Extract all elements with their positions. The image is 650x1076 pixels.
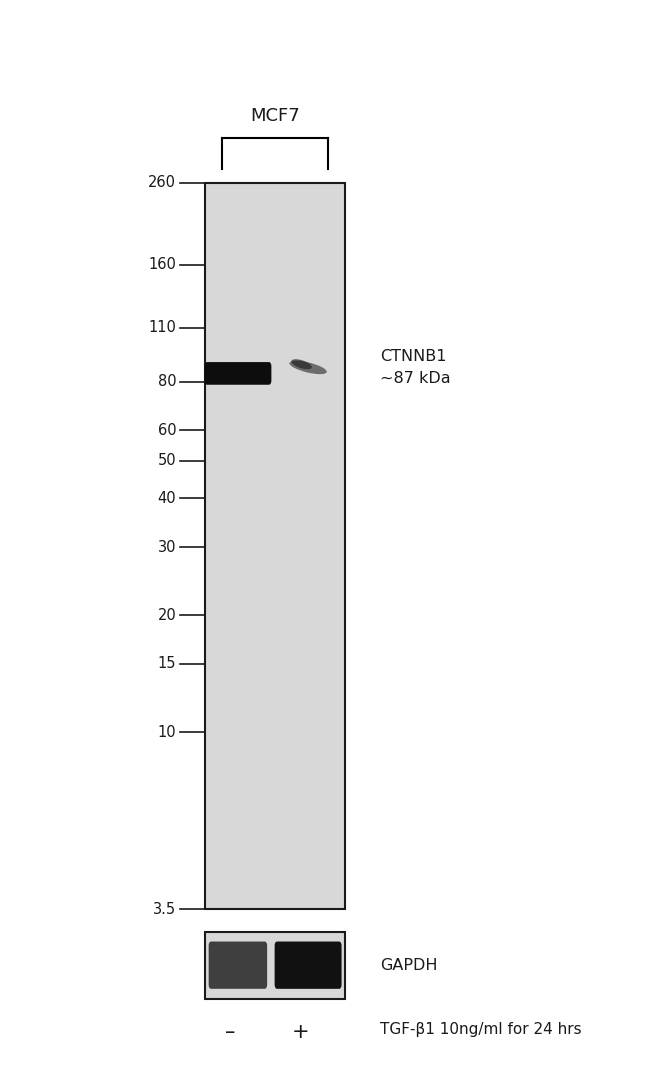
Ellipse shape: [289, 360, 327, 374]
Bar: [205, 932, 344, 999]
Text: GAPDH: GAPDH: [380, 958, 437, 973]
Text: CTNNB1
~87 kDa: CTNNB1 ~87 kDa: [380, 349, 451, 386]
Text: 110: 110: [148, 321, 176, 336]
Text: 260: 260: [148, 175, 176, 190]
Text: 15: 15: [158, 656, 176, 671]
Text: 3.5: 3.5: [153, 902, 176, 917]
Bar: [205, 183, 344, 909]
Text: 40: 40: [157, 491, 176, 506]
Text: 10: 10: [157, 725, 176, 739]
Text: TGF-β1 10ng/ml for 24 hrs: TGF-β1 10ng/ml for 24 hrs: [380, 1022, 582, 1037]
Text: 20: 20: [157, 608, 176, 623]
FancyBboxPatch shape: [204, 363, 272, 385]
Text: 60: 60: [157, 423, 176, 438]
Text: 50: 50: [157, 453, 176, 468]
Text: +: +: [292, 1022, 309, 1043]
FancyBboxPatch shape: [209, 942, 267, 989]
Text: 80: 80: [157, 374, 176, 390]
Text: –: –: [226, 1022, 236, 1043]
FancyBboxPatch shape: [274, 942, 342, 989]
Text: 160: 160: [148, 257, 176, 272]
Text: MCF7: MCF7: [250, 107, 300, 125]
Ellipse shape: [291, 359, 312, 369]
Text: 30: 30: [158, 539, 176, 554]
